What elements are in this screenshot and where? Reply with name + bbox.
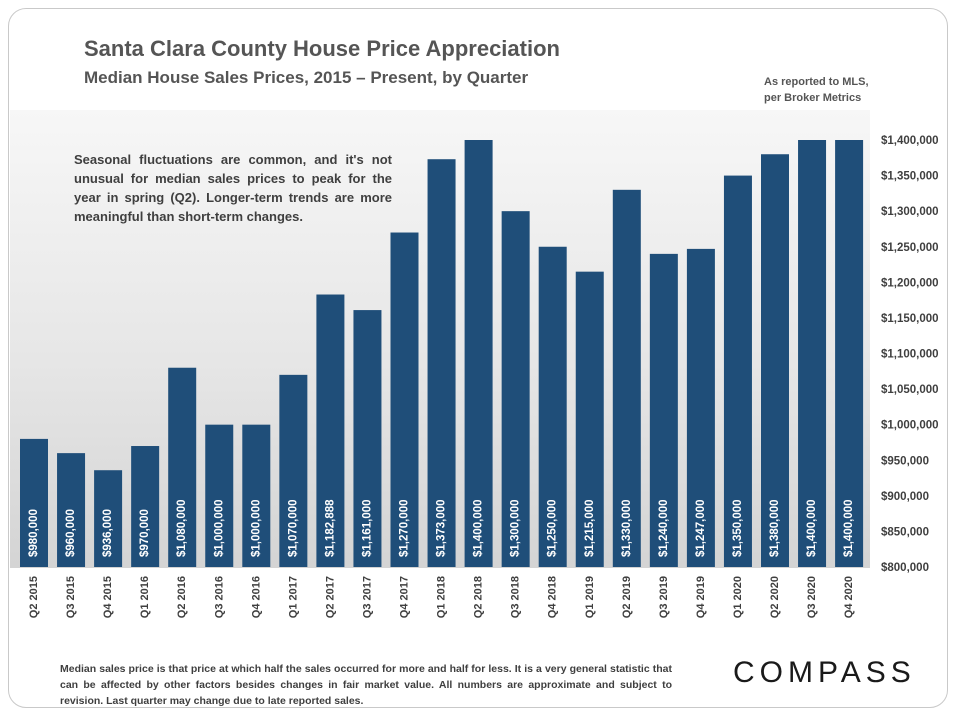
x-tick-label: Q3 2017 [361, 576, 373, 618]
x-tick-label: Q4 2017 [399, 576, 411, 618]
bar-value-label: $1,300,000 [510, 499, 522, 557]
y-tick-label: $900,000 [881, 491, 929, 503]
bar [723, 175, 752, 568]
bar-value-label: $1,070,000 [287, 499, 299, 557]
y-tick-label: $1,350,000 [881, 171, 939, 183]
bar [761, 154, 789, 567]
x-tick-label: Q1 2019 [584, 576, 596, 618]
y-tick-label: $1,100,000 [881, 349, 939, 361]
bar-value-label: $970,000 [139, 509, 151, 557]
x-tick-label: Q1 2017 [287, 576, 299, 618]
x-tick-label: Q1 2018 [436, 576, 448, 618]
x-tick-label: Q3 2020 [806, 576, 818, 618]
x-tick-label: Q2 2017 [324, 576, 336, 618]
x-tick-label: Q3 2018 [510, 576, 522, 618]
bar-value-label: $1,250,000 [547, 499, 559, 557]
y-tick-label: $1,200,000 [881, 277, 939, 289]
bar [168, 367, 197, 567]
y-tick-label: $1,050,000 [881, 384, 939, 396]
x-tick-label: Q2 2016 [176, 576, 188, 618]
x-tick-label: Q3 2015 [65, 576, 77, 618]
bar-value-label: $1,000,000 [250, 499, 262, 557]
bar [575, 271, 604, 567]
chart-frame [8, 8, 948, 708]
y-tick-label: $1,000,000 [881, 420, 939, 432]
bar [464, 140, 493, 567]
bar [131, 446, 160, 567]
bar [205, 424, 234, 567]
bar [242, 424, 271, 567]
bar-value-label: $1,400,000 [806, 499, 818, 557]
y-tick-label: $1,400,000 [881, 135, 939, 147]
x-tick-label: Q1 2016 [139, 576, 151, 618]
bar [686, 248, 715, 567]
bar-value-label: $1,400,000 [473, 499, 485, 557]
x-tick-label: Q2 2018 [473, 576, 485, 618]
bar [649, 253, 678, 567]
y-tick-label: $1,300,000 [881, 206, 939, 218]
bar-value-label: $1,380,000 [769, 499, 781, 557]
x-tick-label: Q4 2018 [547, 576, 559, 618]
chart-title: Santa Clara County House Price Appreciat… [84, 36, 560, 61]
bar [612, 189, 641, 568]
bar-value-label: $1,400,000 [843, 499, 855, 557]
bar [538, 246, 567, 567]
bar-value-label: $1,270,000 [399, 499, 411, 557]
bar-value-label: $1,080,000 [176, 499, 188, 557]
bar-value-label: $1,330,000 [621, 499, 633, 557]
bar [279, 374, 308, 567]
x-tick-label: Q1 2020 [732, 576, 744, 618]
bar-value-label: $960,000 [65, 509, 77, 557]
bar [316, 294, 345, 567]
x-tick-label: Q3 2019 [658, 576, 670, 618]
x-tick-label: Q2 2020 [769, 576, 781, 618]
compass-logo: COMPASS [733, 656, 916, 689]
seasonal-annotation: Seasonal fluctuations are common, and it… [74, 152, 392, 224]
chart-subtitle: Median House Sales Prices, 2015 – Presen… [84, 68, 529, 87]
x-tick-label: Q2 2019 [621, 576, 633, 618]
x-tick-label: Q4 2015 [102, 576, 114, 618]
x-tick-label: Q4 2016 [250, 576, 262, 618]
bar [20, 438, 48, 567]
x-tick-label: Q4 2019 [695, 576, 707, 618]
x-tick-label: Q3 2016 [213, 576, 225, 618]
bar-value-label: $1,000,000 [213, 499, 225, 557]
y-tick-label: $1,250,000 [881, 242, 939, 254]
bar-value-label: $1,215,000 [584, 499, 596, 557]
x-tick-label: Q2 2015 [28, 576, 40, 618]
x-tick-label: Q4 2020 [843, 576, 855, 618]
y-tick-label: $850,000 [881, 526, 929, 538]
bar-value-label: $1,182,888 [324, 499, 336, 557]
bar-value-label: $1,247,000 [695, 499, 707, 557]
source-note-line-2: per Broker Metrics [764, 92, 862, 104]
bar-value-label: $1,350,000 [732, 499, 744, 557]
bar [390, 232, 419, 567]
bar-value-label: $936,000 [102, 509, 114, 557]
bar [94, 470, 123, 567]
bar-value-label: $1,161,000 [361, 499, 373, 557]
source-note: As reported to MLS, per Broker Metrics [764, 74, 869, 106]
y-tick-label: $950,000 [881, 455, 929, 467]
footnote: Median sales price is that price at whic… [60, 663, 672, 707]
y-tick-label: $1,150,000 [881, 313, 939, 325]
bar-value-label: $1,373,000 [436, 499, 448, 557]
bar [798, 140, 827, 567]
y-tick-label: $800,000 [881, 562, 929, 574]
bar-value-label: $1,240,000 [658, 499, 670, 557]
bar-value-label: $980,000 [28, 509, 40, 557]
bar [57, 453, 86, 567]
source-note-line-1: As reported to MLS, [764, 76, 869, 88]
bar [353, 310, 382, 567]
bar [835, 140, 864, 567]
bar [501, 211, 530, 567]
bar [427, 159, 456, 567]
